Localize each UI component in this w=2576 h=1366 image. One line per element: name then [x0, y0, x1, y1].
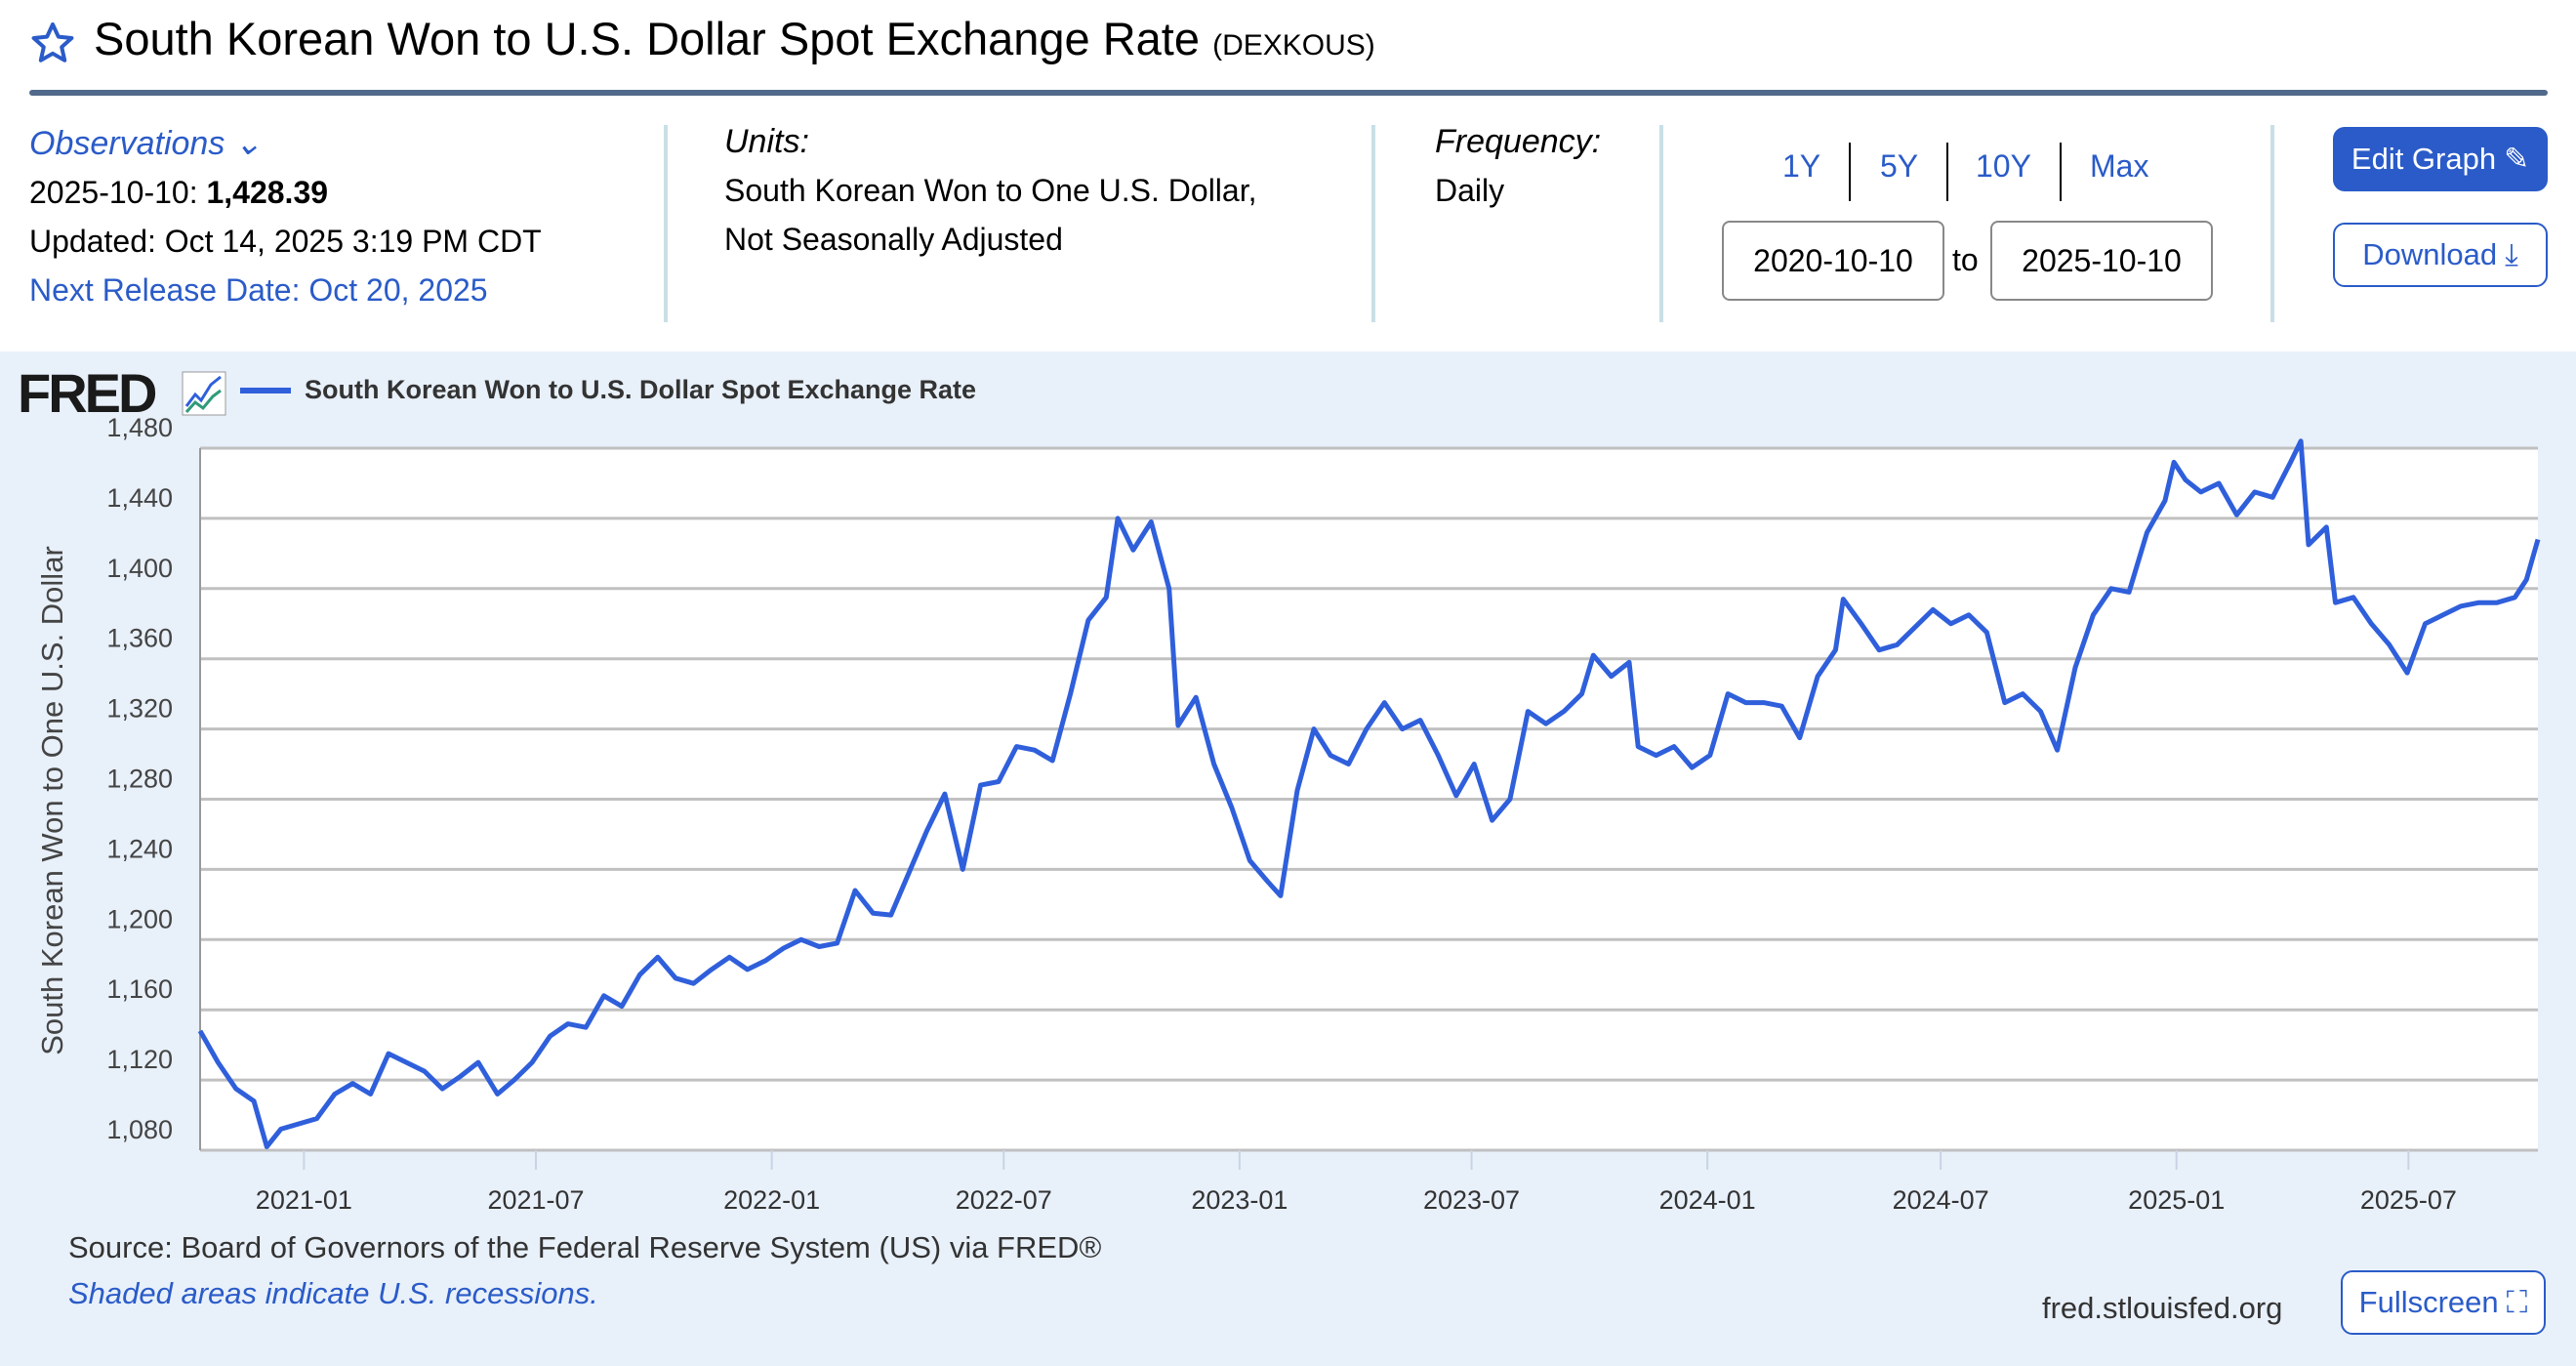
page-title: South Korean Won to U.S. Dollar Spot Exc…	[94, 12, 1375, 65]
edit-graph-button[interactable]: Edit Graph ✎	[2333, 127, 2548, 191]
y-tick-label: 1,400	[106, 554, 173, 583]
x-tick-label: 2025-01	[2128, 1185, 2225, 1215]
x-tick-label: 2024-07	[1893, 1185, 1989, 1215]
observations-panel: Observations ⌄ 2025-10-10: 1,428.39 Upda…	[29, 119, 542, 314]
chevron-down-icon: ⌄	[233, 125, 263, 162]
y-axis-label: South Korean Won to One U.S. Dollar	[35, 546, 69, 1056]
range-1y-button[interactable]: 1Y	[1782, 148, 1821, 184]
y-tick-label: 1,280	[106, 765, 173, 794]
range-max-button[interactable]: Max	[2090, 148, 2149, 184]
divider	[1659, 125, 1663, 322]
line-chart[interactable]: 1,080 1,120 1,160 1,200 1,240 1,280 1,320 1,360…	[0, 352, 2576, 1230]
observation-date: 2025-10-10:	[29, 175, 198, 210]
next-release-link[interactable]: Next Release Date: Oct 20, 2025	[29, 272, 488, 308]
x-tick-label: 2023-07	[1423, 1185, 1520, 1215]
y-tick-label: 1,120	[106, 1045, 173, 1074]
download-label: Download	[2362, 237, 2498, 271]
fred-url[interactable]: fred.stlouisfed.org	[2042, 1291, 2283, 1325]
y-tick-label: 1,440	[106, 483, 173, 513]
series-line	[197, 438, 2541, 1149]
range-10y-button[interactable]: 10Y	[1976, 148, 2031, 184]
y-tick-label: 1,160	[106, 974, 173, 1004]
units-line2: Not Seasonally Adjusted	[724, 222, 1063, 257]
download-button[interactable]: Download ⤓	[2333, 223, 2548, 287]
x-tick-label: 2022-01	[723, 1185, 820, 1215]
recessions-note[interactable]: Shaded areas indicate U.S. recessions.	[68, 1276, 598, 1310]
fullscreen-icon: ⛶	[2506, 1284, 2528, 1319]
range-5y-button[interactable]: 5Y	[1880, 148, 1919, 184]
x-tick-label: 2022-07	[956, 1185, 1052, 1215]
frequency-panel: Frequency: Daily	[1435, 117, 1601, 215]
end-date-input[interactable]: 2025-10-10	[1990, 221, 2213, 301]
divider	[2270, 125, 2274, 322]
x-tick-label: 2021-01	[256, 1185, 352, 1215]
header-divider	[29, 90, 2548, 96]
y-tick-label: 1,480	[106, 413, 173, 442]
divider	[664, 125, 668, 322]
to-label: to	[1952, 242, 1979, 277]
observation-value: 1,428.39	[206, 175, 329, 210]
y-tick-label: 1,320	[106, 694, 173, 724]
observations-label: Observations	[29, 125, 225, 162]
fullscreen-button[interactable]: Fullscreen ⛶	[2341, 1270, 2546, 1335]
range-separator	[1946, 143, 1948, 201]
x-tick-label: 2025-07	[2360, 1185, 2457, 1215]
x-tick-label: 2023-01	[1191, 1185, 1288, 1215]
edit-graph-label: Edit Graph	[2351, 142, 2497, 176]
star-favorite-icon[interactable]	[29, 20, 76, 66]
frequency-value: Daily	[1435, 173, 1505, 208]
y-tick-label: 1,080	[106, 1115, 173, 1144]
source-text: Source: Board of Governors of the Federa…	[68, 1230, 1102, 1264]
start-date-input[interactable]: 2020-10-10	[1722, 221, 1944, 301]
latest-observation: 2025-10-10: 1,428.39	[29, 168, 542, 217]
series-title: South Korean Won to U.S. Dollar Spot Exc…	[94, 13, 1201, 64]
y-tick-label: 1,360	[106, 624, 173, 653]
download-icon: ⤓	[2505, 236, 2518, 271]
x-tick-label: 2024-01	[1659, 1185, 1756, 1215]
fred-logo: FRED	[18, 362, 157, 424]
units-panel: Units: South Korean Won to One U.S. Doll…	[724, 117, 1256, 264]
y-tick-label: 1,200	[106, 904, 173, 933]
frequency-label: Frequency:	[1435, 123, 1602, 160]
range-separator	[2060, 143, 2062, 201]
y-tick-label: 1,240	[106, 834, 173, 863]
units-line1: South Korean Won to One U.S. Dollar,	[724, 173, 1257, 208]
legend-label: South Korean Won to U.S. Dollar Spot Exc…	[305, 375, 977, 404]
observations-dropdown[interactable]: Observations ⌄	[29, 119, 542, 168]
range-separator	[1849, 143, 1851, 201]
chart-legend: South Korean Won to U.S. Dollar Spot Exc…	[240, 375, 976, 405]
legend-swatch	[240, 387, 291, 393]
chart-logo-icon	[182, 371, 226, 416]
x-tick-label: 2021-07	[487, 1185, 584, 1215]
updated-text: Updated: Oct 14, 2025 3:19 PM CDT	[29, 224, 542, 259]
divider	[1371, 125, 1375, 322]
fullscreen-label: Fullscreen	[2358, 1285, 2499, 1319]
edit-icon: ✎	[2504, 142, 2530, 176]
series-id: (DEXKOUS)	[1212, 29, 1375, 62]
units-label: Units:	[724, 123, 809, 160]
